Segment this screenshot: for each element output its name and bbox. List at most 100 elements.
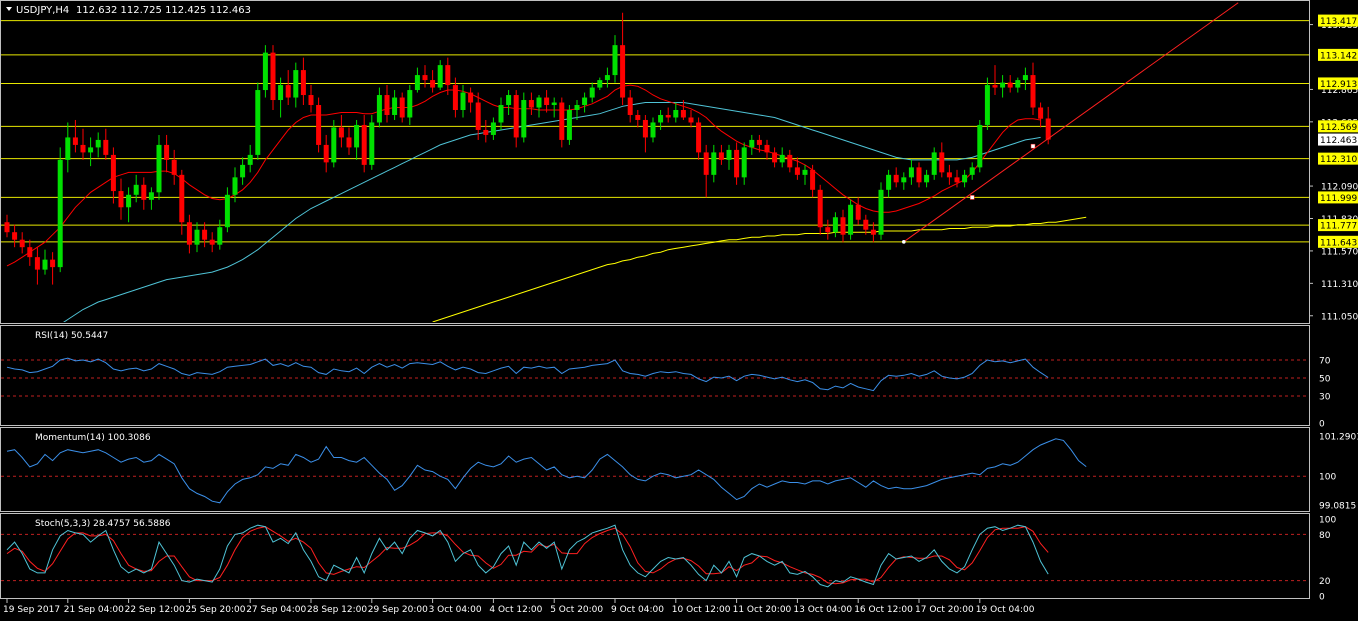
candle — [893, 167, 899, 188]
indicator-tick-label: 50 — [1319, 375, 1331, 385]
candle — [452, 77, 458, 118]
candle — [300, 57, 306, 106]
candle — [293, 62, 299, 108]
time-tick-label: 3 Oct 04:00 — [429, 605, 482, 615]
candle — [908, 159, 914, 185]
chart-menu-triangle-icon[interactable] — [6, 7, 12, 11]
candle — [209, 232, 215, 253]
candle — [711, 144, 717, 183]
candle — [308, 85, 314, 113]
indicator-tick-label: 30 — [1319, 393, 1331, 403]
candle — [12, 224, 18, 248]
candle — [878, 182, 884, 240]
candle — [270, 45, 276, 110]
candle — [810, 164, 816, 198]
candle — [1000, 75, 1006, 98]
candle — [437, 60, 443, 91]
candle — [566, 105, 572, 145]
candle — [57, 147, 63, 273]
candle — [285, 70, 291, 106]
time-tick-label: 28 Sep 12:00 — [307, 605, 367, 615]
candle — [414, 67, 420, 93]
candle — [901, 172, 907, 190]
candle — [992, 65, 998, 96]
candle — [247, 144, 253, 173]
candle — [369, 114, 375, 170]
level-tag-label: 112.310 — [1320, 155, 1357, 165]
time-tick-label: 5 Oct 20:00 — [550, 605, 603, 615]
momentum-label: Momentum(14) 100.3086 — [35, 433, 151, 443]
rsi-pane: 70 50 30 0 — [1, 357, 1331, 430]
time-tick-label: 4 Oct 12:00 — [489, 605, 542, 615]
level-tag-bg — [1318, 14, 1358, 27]
candle — [886, 169, 892, 198]
candle — [19, 232, 25, 254]
candle — [688, 110, 694, 128]
time-tick-label: 13 Oct 04:00 — [793, 605, 852, 615]
level-tag-label: 112.569 — [1320, 123, 1357, 133]
level-tag-label: 111.643 — [1320, 238, 1357, 248]
candle — [589, 82, 595, 103]
candle — [240, 157, 246, 185]
momentum-pane: 101.2901 100 99.0815 — [1, 432, 1358, 511]
candle — [262, 45, 268, 98]
rsi-label: RSI(14) 50.5447 — [35, 331, 108, 341]
candle — [832, 212, 838, 238]
indicator-tick-label: 100 — [1319, 473, 1336, 483]
indicator-tick-label: 70 — [1319, 357, 1331, 367]
candle — [544, 90, 550, 113]
candle — [536, 95, 542, 118]
candle — [34, 247, 40, 285]
candle — [118, 178, 124, 220]
candle — [354, 119, 360, 160]
indicator-tick-label: 101.2901 — [1319, 432, 1358, 442]
candle — [384, 85, 390, 123]
candle — [338, 114, 344, 148]
trend-marker[interactable] — [1030, 143, 1036, 149]
candle — [4, 214, 10, 238]
candle — [969, 162, 975, 180]
candle — [194, 222, 200, 253]
candle — [72, 119, 78, 153]
level-tag-bg — [1318, 48, 1358, 61]
time-tick-label: 17 Oct 20:00 — [915, 605, 974, 615]
candle — [224, 187, 230, 233]
candle — [88, 137, 94, 167]
trend-marker[interactable] — [969, 195, 975, 200]
candle — [772, 147, 778, 168]
candle — [460, 85, 466, 118]
candle — [1030, 62, 1036, 115]
level-tag-label: 113.142 — [1320, 51, 1357, 61]
symbol-timeframe: USDJPY,H4 — [16, 5, 69, 16]
candle — [931, 147, 937, 180]
trend-anchor-point[interactable] — [902, 240, 906, 244]
candle — [498, 97, 504, 130]
candle — [962, 169, 968, 188]
candle — [126, 187, 132, 223]
indicator-tick-label: 0 — [1319, 420, 1325, 430]
candle — [855, 197, 861, 225]
candle — [133, 174, 139, 203]
candle — [946, 164, 952, 185]
ohlc-values: 112.632 112.725 112.425 112.463 — [76, 5, 251, 16]
trend-line[interactable] — [903, 2, 1239, 243]
momentum-pane-frame — [0, 427, 1310, 512]
candle — [490, 117, 496, 140]
candle — [559, 97, 565, 148]
stoch-label: Stoch(5,3,3) 28.4757 56.5886 — [35, 519, 171, 529]
candle — [787, 149, 793, 173]
candle — [445, 57, 451, 96]
time-tick-label: 9 Oct 04:00 — [611, 605, 664, 615]
candle — [954, 169, 960, 188]
time-tick-label: 11 Oct 20:00 — [733, 605, 792, 615]
time-tick-label: 29 Sep 20:00 — [368, 605, 428, 615]
candle — [779, 147, 785, 168]
candle — [582, 92, 588, 113]
candle — [346, 127, 352, 155]
candle — [939, 142, 945, 178]
time-tick-label: 21 Sep 04:00 — [64, 605, 124, 615]
time-tick-label: 27 Sep 04:00 — [246, 605, 306, 615]
indicator-tick-label: 100 — [1319, 516, 1336, 526]
candle — [50, 252, 56, 285]
candle — [331, 119, 337, 168]
